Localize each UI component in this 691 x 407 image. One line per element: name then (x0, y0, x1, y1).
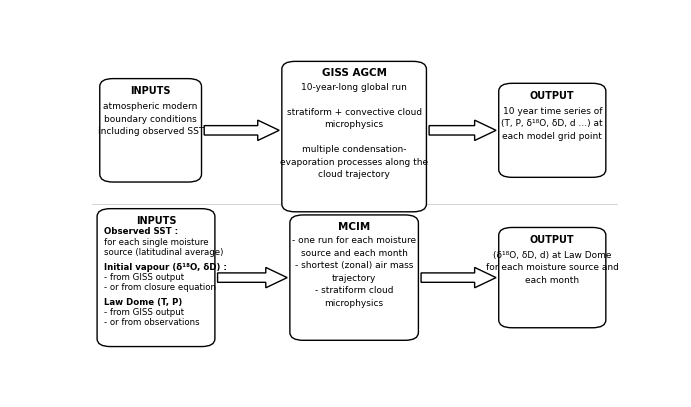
Text: atmospheric modern
boundary conditions
including observed SST: atmospheric modern boundary conditions i… (97, 102, 204, 136)
Text: - or from closure equation: - or from closure equation (104, 283, 216, 292)
FancyBboxPatch shape (499, 83, 606, 177)
Text: (δ¹⁸O, δD, d) at Law Dome
for each moisture source and
each month: (δ¹⁸O, δD, d) at Law Dome for each moist… (486, 251, 618, 285)
FancyBboxPatch shape (499, 228, 606, 328)
Text: INPUTS: INPUTS (131, 86, 171, 96)
Text: for each single moisture: for each single moisture (104, 238, 208, 247)
Text: - from GISS output: - from GISS output (104, 308, 184, 317)
FancyBboxPatch shape (282, 61, 426, 212)
FancyBboxPatch shape (100, 79, 202, 182)
Text: Law Dome (T, P): Law Dome (T, P) (104, 298, 182, 307)
FancyBboxPatch shape (290, 215, 418, 340)
Text: MCIM: MCIM (338, 222, 370, 232)
FancyBboxPatch shape (97, 209, 215, 347)
Text: - from GISS output: - from GISS output (104, 273, 184, 282)
FancyArrow shape (218, 267, 287, 288)
Text: 10 year time series of
(T, P, δ¹⁸O, δD, d ...) at
each model grid point: 10 year time series of (T, P, δ¹⁸O, δD, … (502, 107, 603, 141)
Text: GISS AGCM: GISS AGCM (321, 68, 387, 78)
Text: OUTPUT: OUTPUT (530, 91, 575, 101)
Text: Observed SST :: Observed SST : (104, 228, 178, 236)
Text: source (latitudinal average): source (latitudinal average) (104, 248, 223, 257)
Text: Initial vapour (δ¹⁸O, δD) :: Initial vapour (δ¹⁸O, δD) : (104, 263, 227, 271)
Text: OUTPUT: OUTPUT (530, 235, 575, 245)
Text: - one run for each moisture
source and each month
- shortest (zonal) air mass
tr: - one run for each moisture source and e… (292, 236, 416, 308)
Text: 10-year-long global run

stratiform + convective cloud
microphysics

multiple co: 10-year-long global run stratiform + con… (280, 83, 428, 179)
FancyArrow shape (429, 120, 496, 140)
FancyArrow shape (421, 267, 496, 288)
Text: INPUTS: INPUTS (135, 216, 176, 225)
Text: - or from observations: - or from observations (104, 319, 199, 328)
FancyArrow shape (205, 120, 279, 140)
